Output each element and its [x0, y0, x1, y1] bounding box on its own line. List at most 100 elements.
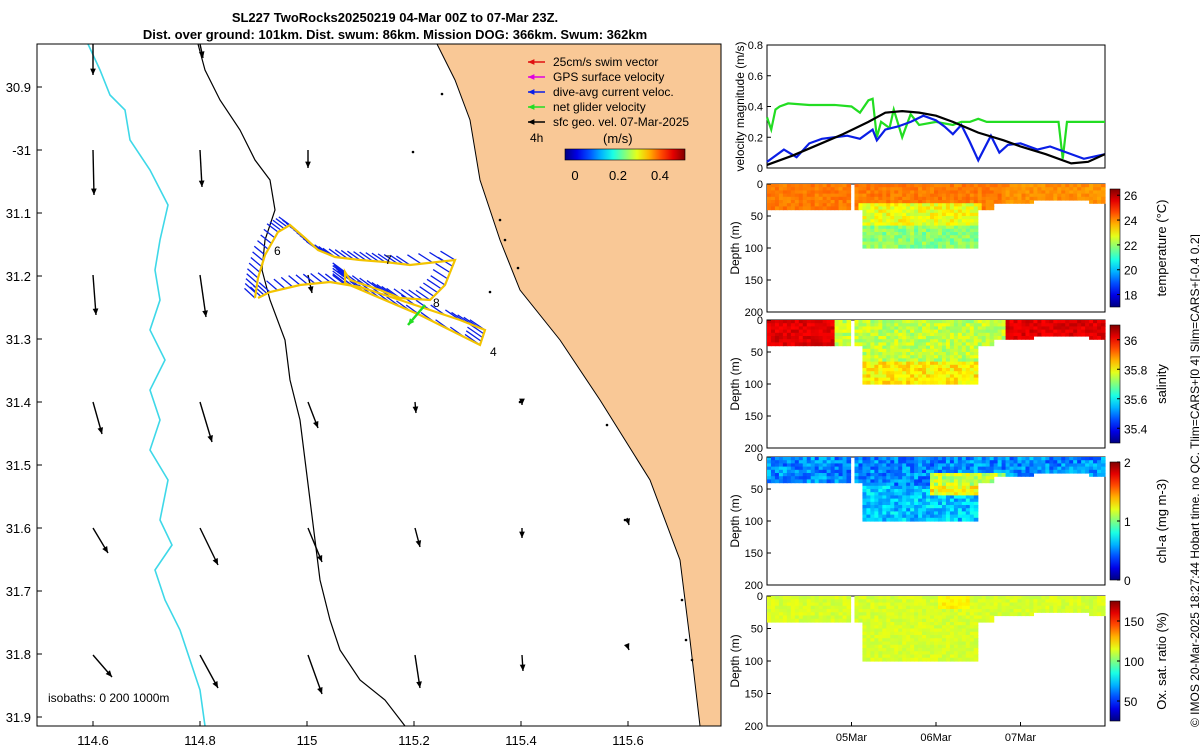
- date-tick-label: 05Mar: [836, 732, 868, 744]
- section-colorbar-tick-label: 35.8: [1124, 363, 1148, 377]
- sfc-geo-velocity-arrow-16: [414, 527, 422, 548]
- map-x-tick-label: 114.8: [184, 733, 216, 748]
- dive-avg-current-stick: [324, 273, 338, 284]
- section-y-tick-label: 0: [757, 452, 763, 464]
- dive-avg-current-stick: [244, 287, 256, 299]
- section-colorbar-tick-label: 26: [1124, 189, 1138, 203]
- section-y-tick-label: 150: [745, 275, 763, 287]
- map-x-tick-label: 114.6: [77, 733, 109, 748]
- islet-5: [488, 290, 492, 294]
- waypoint-label: 6: [274, 244, 281, 258]
- islet-2: [498, 218, 502, 222]
- velocity-series-2: [766, 110, 1106, 166]
- map-y-tick-label: 31.2: [6, 269, 31, 284]
- sfc-geo-velocity-arrow-15: [307, 527, 323, 563]
- map-x-tick-label: 115.4: [505, 733, 537, 748]
- map-colorbar-tick: 0: [571, 168, 578, 183]
- dive-avg-current-stick: [255, 283, 268, 294]
- dive-avg-current-stick: [328, 248, 342, 259]
- sfc-geo-velocity-arrow-23: [519, 654, 526, 672]
- dive-avg-current-stick: [252, 251, 264, 262]
- waypoint-label: 7: [385, 253, 392, 267]
- dive-avg-current-stick: [247, 268, 259, 279]
- section-colorbar-tick-label: 150: [1124, 615, 1144, 629]
- section-colorbar-label-3: chl-a (mg m-3): [1154, 479, 1169, 564]
- sfc-geo-velocity-arrow-24: [623, 643, 630, 651]
- legend-arrow-4: [528, 119, 545, 125]
- sfc-geo-velocity-arrow-22: [414, 654, 422, 689]
- velocity-y-tick-label: 0.2: [748, 132, 763, 144]
- section-y-tick-label: 50: [751, 211, 763, 223]
- section-data-3: [767, 457, 1106, 522]
- dive-avg-current-stick: [253, 245, 266, 256]
- section-colorbar-label-1: temperature (°C): [1154, 200, 1169, 297]
- sfc-geo-velocity-arrow-5: [92, 274, 99, 316]
- isobath-note: isobaths: 0 200 1000m: [48, 691, 169, 705]
- dive-avg-current-stick: [422, 282, 438, 294]
- dive-avg-current-stick: [332, 262, 346, 273]
- legend-arrow-3: [528, 104, 545, 110]
- sfc-geo-velocity-arrow-8: [92, 401, 104, 435]
- dive-avg-current-stick: [377, 253, 392, 264]
- legend-label-3: net glider velocity: [553, 100, 646, 114]
- dive-avg-current-stick: [332, 265, 346, 276]
- islet-1: [411, 150, 415, 154]
- dive-avg-current-stick: [334, 249, 348, 260]
- sfc-geo-velocity-arrow-9: [199, 401, 213, 443]
- map-y-tick-label: 31.4: [6, 395, 31, 410]
- dive-avg-current-stick: [332, 274, 346, 286]
- section-data-4: [767, 596, 1106, 662]
- section-colorbar-tick-label: 1: [1124, 515, 1131, 529]
- waypoint-label: 8: [433, 296, 440, 310]
- section-colorbar-tick-label: 50: [1124, 695, 1138, 709]
- sfc-geo-velocity-arrow-10: [307, 401, 319, 429]
- dive-avg-current-stick: [266, 223, 279, 233]
- dive-avg-current-stick: [252, 284, 265, 296]
- islet-9: [680, 598, 684, 602]
- map-y-tick-label: 31.7: [6, 584, 31, 599]
- title-line-2: Dist. over ground: 101km. Dist. swum: 86…: [142, 27, 648, 42]
- dive-avg-current-stick: [419, 286, 435, 297]
- sfc-geo-velocity-arrow-14: [199, 527, 219, 566]
- date-tick-label: 07Mar: [1005, 732, 1037, 744]
- dive-avg-current-stick: [407, 254, 422, 265]
- map-colorbar: [564, 148, 686, 161]
- section-colorbar-tick-label: 100: [1124, 655, 1144, 669]
- section-y-tick-label: 100: [745, 656, 763, 668]
- legend-arrow-2: [528, 89, 545, 95]
- dive-avg-current-stick: [396, 255, 411, 266]
- sfc-geo-velocity-arrow-4: [305, 150, 311, 168]
- dive-avg-current-stick: [467, 326, 483, 339]
- section-colorbar-tick-label: 22: [1124, 239, 1138, 253]
- dive-avg-current-stick: [408, 289, 423, 301]
- sfc-geo-velocity-arrow-0: [90, 44, 96, 75]
- map-colorbar-tick: 0.4: [651, 168, 669, 183]
- dive-avg-current-stick: [426, 278, 442, 290]
- dive-avg-current-stick: [340, 249, 355, 260]
- section-colorbar-tick-label: 35.4: [1124, 422, 1148, 436]
- sfc-geo-velocity-arrow-6: [199, 274, 208, 318]
- section-colorbar-tick-label: 36: [1124, 334, 1138, 348]
- islet-10: [684, 638, 688, 642]
- title-line-1: SL227 TwoRocks20250219 04-Mar 00Z to 07-…: [231, 10, 559, 25]
- dive-avg-current-stick: [269, 221, 282, 231]
- dive-avg-current-stick: [389, 254, 405, 265]
- section-colorbar-tick-label: 0: [1124, 574, 1131, 588]
- dive-avg-current-stick: [415, 289, 431, 301]
- section-y-tick-label: 150: [745, 548, 763, 560]
- section-y-axis-label: Depth (m): [728, 357, 742, 410]
- legend-label-0: 25cm/s swim vector: [553, 55, 658, 69]
- map-y-tick-label: 31.6: [6, 521, 31, 536]
- sfc-geo-velocity-arrow-1: [198, 43, 205, 59]
- section-y-tick-label: 0: [757, 315, 763, 327]
- dive-avg-current-stick: [347, 250, 361, 261]
- section-y-axis-label: Depth (m): [728, 494, 742, 547]
- section-colorbar-1: [1109, 188, 1121, 308]
- dive-avg-current-stick: [288, 275, 301, 286]
- map-colorbar-tick: 0.2: [609, 168, 627, 183]
- sfc-geo-velocity-arrow-13: [92, 527, 109, 554]
- velocity-axes-frame: [766, 44, 1106, 169]
- section-y-axis-label: Depth (m): [728, 634, 742, 687]
- dive-avg-current-stick: [332, 267, 346, 279]
